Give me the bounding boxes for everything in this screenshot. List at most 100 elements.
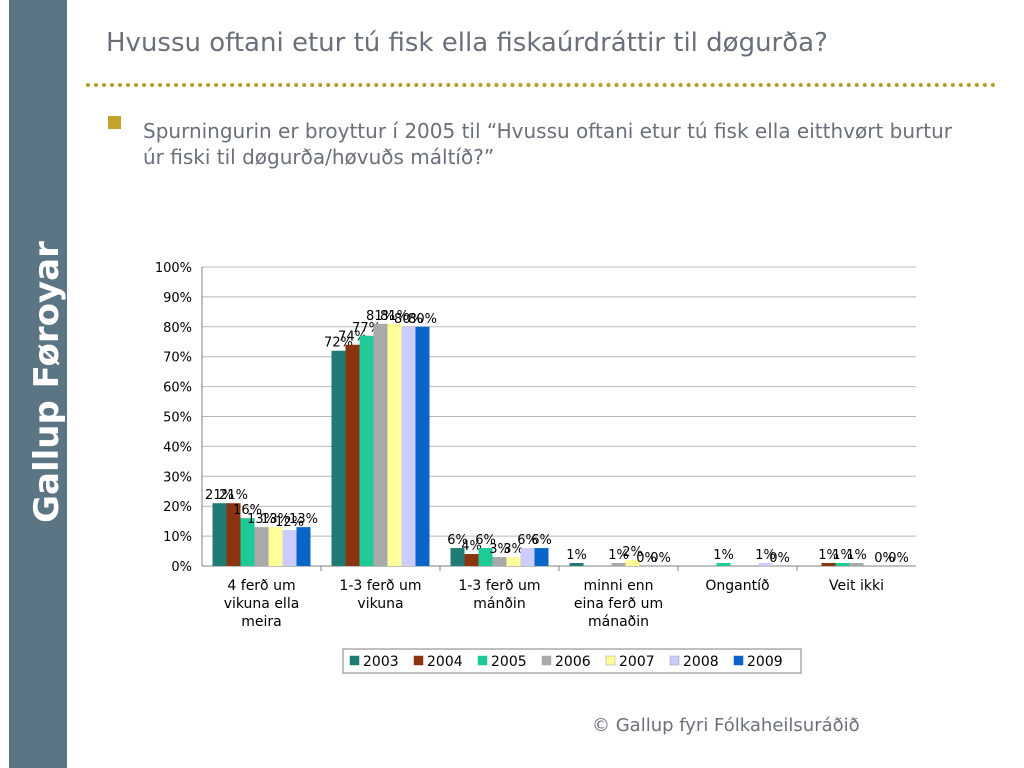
data-label: 0% bbox=[636, 551, 657, 566]
y-tick-label: 20% bbox=[163, 500, 192, 515]
bar-2008 bbox=[520, 548, 535, 566]
data-label: 6% bbox=[517, 533, 538, 548]
bar-2003 bbox=[569, 563, 584, 566]
x-tick-label: Ongantíð bbox=[705, 578, 769, 594]
slide-title: Hvussu oftani etur tú fisk ella fiskaúrd… bbox=[106, 28, 828, 58]
data-label: 80% bbox=[408, 312, 437, 327]
legend-swatch-2009 bbox=[733, 655, 744, 666]
bar-2004 bbox=[226, 503, 241, 566]
bar-2005 bbox=[835, 563, 850, 566]
bar-2007 bbox=[506, 557, 521, 566]
bar-2006 bbox=[373, 323, 388, 566]
data-label: 16% bbox=[233, 503, 262, 518]
bar-2006 bbox=[849, 563, 864, 566]
x-tick-label: 4 ferð um bbox=[227, 578, 295, 594]
x-tick-label: minni enn bbox=[584, 578, 654, 594]
bar-2004 bbox=[464, 554, 479, 566]
data-label: 6% bbox=[447, 533, 468, 548]
data-label: 0% bbox=[769, 551, 790, 566]
x-tick-label: eina ferð um bbox=[574, 596, 663, 612]
data-label: 1% bbox=[755, 548, 776, 563]
copyright-text: © Gallup fyri Fólkaheilsuráðið bbox=[592, 715, 860, 736]
bar-2008 bbox=[758, 563, 773, 566]
bar-2004 bbox=[345, 344, 360, 566]
bar-2003 bbox=[450, 548, 465, 566]
y-tick-label: 90% bbox=[163, 291, 192, 306]
x-tick-label: meira bbox=[241, 614, 281, 630]
data-label: 2% bbox=[622, 545, 643, 560]
bar-2004 bbox=[821, 563, 836, 566]
bar-2008 bbox=[401, 326, 416, 566]
y-tick-label: 40% bbox=[163, 440, 192, 455]
y-tick-label: 100% bbox=[155, 261, 192, 276]
bar-2005 bbox=[478, 548, 493, 566]
data-label: 6% bbox=[475, 533, 496, 548]
data-label: 81% bbox=[380, 309, 409, 324]
legend-swatch-2007 bbox=[605, 655, 616, 666]
y-tick-label: 30% bbox=[163, 470, 192, 485]
x-tick-label: vikuna ella bbox=[224, 596, 300, 612]
bar-2007 bbox=[625, 560, 640, 566]
data-label: 21% bbox=[205, 488, 234, 503]
legend-label: 2006 bbox=[555, 654, 591, 670]
legend-swatch-2008 bbox=[669, 655, 680, 666]
y-tick-label: 70% bbox=[163, 351, 192, 366]
data-label: 4% bbox=[461, 539, 482, 554]
x-tick-label: 1-3 ferð um bbox=[339, 578, 421, 594]
y-tick-label: 80% bbox=[163, 321, 192, 336]
x-tick-label: vikuna bbox=[357, 596, 403, 612]
y-tick-label: 0% bbox=[171, 560, 192, 575]
bar-2007 bbox=[268, 527, 283, 566]
data-label: 1% bbox=[846, 548, 867, 563]
legend-label: 2009 bbox=[747, 654, 783, 670]
question-text: Spurningurin er broyttur í 2005 til “Hvu… bbox=[143, 119, 952, 169]
bar-2009 bbox=[534, 548, 549, 566]
bar-2005 bbox=[716, 563, 731, 566]
data-label: 1% bbox=[818, 548, 839, 563]
data-label: 12% bbox=[275, 515, 304, 530]
bar-2006 bbox=[492, 557, 507, 566]
bar-2009 bbox=[296, 527, 311, 566]
legend-label: 2005 bbox=[491, 654, 527, 670]
data-label: 81% bbox=[366, 309, 395, 324]
dotted-divider bbox=[86, 83, 996, 87]
data-label: 21% bbox=[219, 488, 248, 503]
y-tick-label: 50% bbox=[163, 411, 192, 426]
data-label: 3% bbox=[489, 542, 510, 557]
data-label: 80% bbox=[394, 312, 423, 327]
bar-2003 bbox=[212, 503, 227, 566]
data-label: 0% bbox=[888, 551, 909, 566]
bar-2007 bbox=[387, 323, 402, 566]
x-tick-label: mánðin bbox=[473, 596, 525, 612]
data-label: 13% bbox=[289, 512, 318, 527]
data-label: 13% bbox=[247, 512, 276, 527]
legend-swatch-2004 bbox=[413, 655, 424, 666]
legend-label: 2003 bbox=[363, 654, 399, 670]
data-label: 1% bbox=[566, 548, 587, 563]
legend-label: 2004 bbox=[427, 654, 463, 670]
data-label: 1% bbox=[832, 548, 853, 563]
data-label: 13% bbox=[261, 512, 290, 527]
data-label: 0% bbox=[874, 551, 895, 566]
legend-label: 2007 bbox=[619, 654, 655, 670]
bar-2009 bbox=[415, 326, 430, 566]
data-label: 0% bbox=[650, 551, 671, 566]
legend-label: 2008 bbox=[683, 654, 719, 670]
x-tick-label: mánaðin bbox=[588, 614, 649, 630]
data-label: 3% bbox=[503, 542, 524, 557]
data-label: 6% bbox=[531, 533, 552, 548]
bar-2005 bbox=[240, 518, 255, 566]
bar-2006 bbox=[254, 527, 269, 566]
legend-swatch-2005 bbox=[477, 655, 488, 666]
legend-swatch-2003 bbox=[349, 655, 360, 666]
data-label: 1% bbox=[608, 548, 629, 563]
y-tick-label: 60% bbox=[163, 381, 192, 396]
x-tick-label: 1-3 ferð um bbox=[458, 578, 540, 594]
bar-2005 bbox=[359, 335, 374, 566]
bar-2006 bbox=[611, 563, 626, 566]
data-label: 1% bbox=[713, 548, 734, 563]
bar-2008 bbox=[282, 530, 297, 566]
bar-2003 bbox=[331, 350, 346, 566]
legend-swatch-2006 bbox=[541, 655, 552, 666]
